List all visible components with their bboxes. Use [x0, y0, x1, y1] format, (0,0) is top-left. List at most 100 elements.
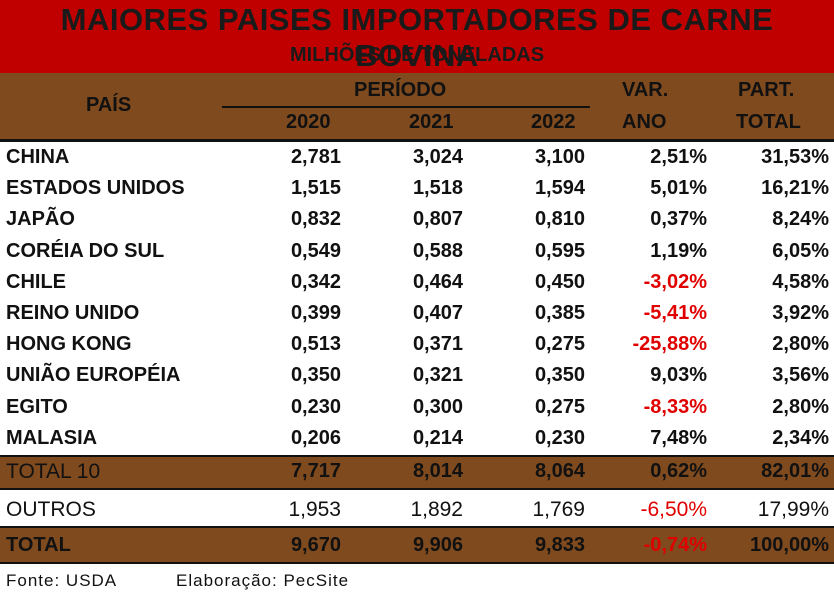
total-2022: 9,833 [534, 534, 585, 556]
total-bottom-rule [0, 562, 834, 564]
country-cell: CHINA [6, 146, 70, 168]
total-country: TOTAL [6, 534, 71, 556]
part-cell: 4,58% [772, 270, 829, 293]
2021-cell: 0,807 [412, 208, 463, 231]
var-cell: 7,48% [650, 426, 707, 449]
2021-cell: 0,588 [412, 239, 463, 262]
2020-cell: 0,399 [290, 302, 341, 324]
header-var-line2: ANO [622, 111, 667, 133]
part-cell: 2,80% [772, 333, 829, 356]
header-bottom-rule [0, 139, 834, 142]
table-row: EGITO 0,230 0,300 0,275 -8,33% 2,80% [0, 392, 834, 423]
2020-cell: 0,230 [290, 395, 341, 418]
2022-cell: 3,100 [534, 146, 585, 168]
header-var-line1: VAR. [622, 79, 669, 101]
total-part: 100,00% [750, 534, 829, 556]
title-band: MAIORES PAISES IMPORTADORES DE CARNE BOV… [0, 0, 834, 73]
2020-cell: 2,781 [290, 146, 341, 168]
var-cell: 5,01% [650, 177, 707, 200]
2022-cell: 1,594 [534, 177, 585, 200]
2020-cell: 0,350 [290, 364, 341, 387]
var-cell: -25,88% [632, 333, 708, 356]
header-period: PERÍODO [354, 79, 447, 101]
part-cell: 16,21% [761, 177, 829, 200]
var-cell: 2,51% [650, 146, 707, 168]
outros-var: -6,50% [640, 498, 707, 521]
part-cell: 3,56% [772, 364, 829, 387]
country-cell: ESTADOS UNIDOS [6, 177, 185, 200]
2022-cell: 0,385 [534, 302, 585, 324]
country-cell: MALASIA [6, 426, 98, 449]
2022-cell: 0,275 [534, 395, 585, 418]
var-cell: 1,19% [650, 239, 707, 262]
2021-cell: 0,464 [412, 270, 463, 293]
total10-var: 0,62% [650, 460, 707, 482]
footer-credit: Elaboração: PecSite [176, 571, 350, 590]
total10-part: 82,01% [761, 460, 829, 482]
2021-cell: 1,518 [412, 177, 463, 200]
var-cell: -3,02% [643, 270, 707, 293]
table-row: HONG KONG 0,513 0,371 0,275 -25,88% 2,80% [0, 329, 834, 360]
total10-bottom-rule [0, 488, 834, 490]
total-row: TOTAL 9,670 9,906 9,833 -0,74% 100,00% [0, 528, 834, 562]
header-country: PAÍS [86, 94, 132, 116]
header-period-underline [222, 106, 590, 108]
total-2021: 9,906 [412, 534, 463, 556]
table-row: MALASIA 0,206 0,214 0,230 7,48% 2,34% [0, 423, 834, 454]
outros-2020: 1,953 [288, 498, 341, 521]
2020-cell: 1,515 [290, 177, 341, 200]
2020-cell: 0,206 [290, 426, 341, 449]
total10-row: TOTAL 10 7,717 8,014 8,064 0,62% 82,01% [0, 456, 834, 488]
table-row: REINO UNIDO 0,399 0,407 0,385 -5,41% 3,92% [0, 298, 834, 329]
2021-cell: 0,214 [412, 426, 463, 449]
table-title: MAIORES PAISES IMPORTADORES DE CARNE BOV… [60, 2, 774, 73]
outros-2021: 1,892 [410, 498, 463, 521]
part-cell: 31,53% [761, 146, 829, 168]
2021-cell: 0,407 [412, 302, 463, 324]
total-2020: 9,670 [290, 534, 341, 556]
2021-cell: 0,300 [412, 395, 463, 418]
2020-cell: 0,513 [290, 333, 341, 356]
total-var: -0,74% [643, 534, 707, 556]
table-header: PAÍS PERÍODO 2020 2021 2022 VAR. ANO PAR… [0, 73, 834, 139]
country-cell: HONG KONG [6, 333, 132, 356]
country-cell: EGITO [6, 395, 68, 418]
2022-cell: 0,595 [534, 239, 585, 262]
2022-cell: 0,275 [534, 333, 585, 356]
header-year-2020: 2020 [286, 111, 331, 133]
2020-cell: 0,832 [290, 208, 341, 231]
table-row: CHINA 2,781 3,024 3,100 2,51% 31,53% [0, 142, 834, 173]
country-cell: CHILE [6, 270, 66, 293]
outros-2022: 1,769 [532, 498, 585, 521]
total-top-rule [0, 526, 834, 528]
var-cell: -5,41% [643, 302, 707, 324]
country-cell: JAPÃO [6, 208, 75, 231]
part-cell: 8,24% [772, 208, 829, 231]
table-subtitle: MILHÕES DE TONELADAS [289, 44, 545, 66]
2022-cell: 0,350 [534, 364, 585, 387]
2021-cell: 0,371 [412, 333, 463, 356]
total10-country: TOTAL 10 [6, 460, 101, 483]
part-cell: 2,80% [772, 395, 829, 418]
total10-2022: 8,064 [534, 460, 585, 482]
outros-part: 17,99% [757, 498, 829, 521]
total10-top-rule [0, 455, 834, 457]
outros-country: OUTROS [6, 498, 96, 521]
table-row: UNIÃO EUROPÉIA 0,350 0,321 0,350 9,03% 3,56% [0, 360, 834, 391]
part-cell: 6,05% [772, 239, 829, 262]
2021-cell: 3,024 [412, 146, 463, 168]
outros-row: OUTROS 1,953 1,892 1,769 -6,50% 17,99% [0, 494, 834, 525]
var-cell: 9,03% [650, 364, 707, 387]
footer-source: Fonte: USDA [6, 571, 118, 590]
2020-cell: 0,549 [290, 239, 341, 262]
part-cell: 2,34% [772, 426, 829, 449]
var-cell: -8,33% [643, 395, 707, 418]
table-row: CORÉIA DO SUL 0,549 0,588 0,595 1,19% 6,05% [0, 236, 834, 267]
2020-cell: 0,342 [290, 270, 341, 293]
header-part-line2: TOTAL [736, 111, 801, 133]
2021-cell: 0,321 [412, 364, 463, 387]
table-row: JAPÃO 0,832 0,807 0,810 0,37% 8,24% [0, 204, 834, 235]
total10-2021: 8,014 [412, 460, 463, 482]
2022-cell: 0,230 [534, 426, 585, 449]
country-cell: CORÉIA DO SUL [6, 239, 165, 262]
